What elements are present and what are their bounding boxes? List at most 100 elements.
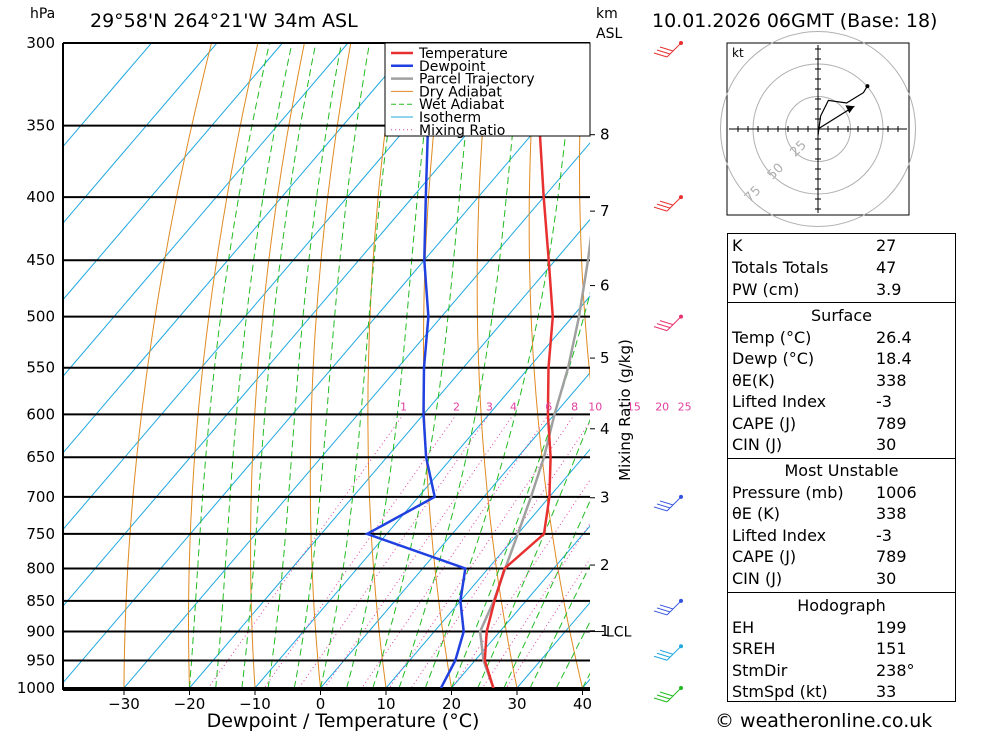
pressure-tick-label: 850 xyxy=(26,592,55,610)
wind-barb-feather xyxy=(659,691,674,697)
wind-barb-staff xyxy=(666,42,682,58)
legend-label: Isotherm xyxy=(419,110,481,126)
height-unit-asl: ASL xyxy=(596,26,623,42)
pressure-tick-label: 300 xyxy=(26,34,55,52)
wet-adiabat-line xyxy=(241,43,317,688)
mixing-ratio-value-label: 4 xyxy=(510,400,517,413)
pressure-tick-label: 650 xyxy=(26,448,55,466)
wind-barb-feather xyxy=(659,46,674,52)
height-tick-label: 3 xyxy=(600,489,610,507)
hodograph-param-row: StmSpd (kt) 33 xyxy=(732,682,897,701)
index-row-k: K 27 xyxy=(732,236,897,255)
mixing-ratio-labels: 1 2 3 4 6 8 10 15 20 25 xyxy=(400,400,692,413)
indices-table: K 27 Totals Totals 47 PW (cm) 3.9 Surfac… xyxy=(727,233,956,702)
hodograph-param-row: StmDir 238° xyxy=(732,661,915,680)
wind-barb-feather xyxy=(656,203,671,209)
surface-row: CAPE (J) 789 xyxy=(732,414,907,433)
height-tick-label: 5 xyxy=(600,349,610,367)
isotherm-line xyxy=(63,65,590,684)
divider xyxy=(728,302,955,303)
wet-adiabat-line xyxy=(398,43,523,688)
wind-barb-feather xyxy=(656,652,671,658)
wind-barb-staff xyxy=(666,687,682,703)
wind-barb-feather xyxy=(653,697,668,703)
mixing-ratio-line xyxy=(388,414,576,688)
mixing-ratio-value-label: 10 xyxy=(588,400,602,413)
isotherm-line xyxy=(451,525,590,688)
wind-barbs xyxy=(653,41,683,703)
pressure-tick-label: 750 xyxy=(26,525,55,543)
location-title: 29°58'N 264°21'W 34m ASL xyxy=(90,10,358,32)
wind-barb-feather xyxy=(659,320,674,326)
pressure-tick-label: 500 xyxy=(26,308,55,326)
wind-barb-feather xyxy=(653,326,668,332)
mixing-ratio-value-label: 1 xyxy=(400,400,407,413)
wind-barb-feather xyxy=(659,200,674,206)
pressure-tick-label: 450 xyxy=(26,251,55,269)
isotherm-line xyxy=(63,43,283,301)
x-tick-label: 10 xyxy=(376,695,395,713)
datetime-title: 10.01.2026 06GMT (Base: 18) xyxy=(652,10,938,32)
axis-labels: 3003504004505005506006507007508008509009… xyxy=(17,34,632,713)
wind-barb-staff xyxy=(666,496,682,512)
wind-barb-feather xyxy=(659,649,674,655)
mixing-ratio-line xyxy=(263,414,457,688)
most-unstable-row: CIN (J) 30 xyxy=(732,569,897,588)
height-tick-label: 6 xyxy=(600,277,610,295)
wind-barb-feather xyxy=(659,604,674,610)
height-tick-label: 4 xyxy=(600,420,610,438)
most-unstable-row: CAPE (J) 789 xyxy=(732,547,907,566)
pressure-tick-label: 550 xyxy=(26,359,55,377)
wind-barb xyxy=(653,195,683,212)
legend-label: Temperature xyxy=(418,46,508,62)
wind-barb-feather xyxy=(653,206,668,212)
isotherm-line xyxy=(63,43,349,378)
dry-adiabat-line xyxy=(954,43,1000,688)
storm-motion-arrowhead xyxy=(845,105,855,114)
wind-barb-feather xyxy=(653,52,668,58)
x-tick-label: −30 xyxy=(108,695,140,713)
dry-adiabat-line xyxy=(579,43,590,382)
surface-row: CIN (J) 30 xyxy=(732,435,897,454)
x-tick-label: −10 xyxy=(239,695,271,713)
parcel-trajectory-line xyxy=(478,234,590,688)
copyright-link[interactable]: © weatheronline.co.uk xyxy=(715,710,933,732)
wind-barb-staff xyxy=(666,316,682,332)
pressure-unit-label: hPa xyxy=(30,6,56,22)
mixing-ratio-value-label: 20 xyxy=(655,400,669,413)
mixing-ratio-line xyxy=(505,557,590,688)
mixing-ratio-value-label: 8 xyxy=(571,400,578,413)
wind-barb-feather xyxy=(656,694,671,700)
lcl-label: LCL xyxy=(606,625,632,641)
most-unstable-title: Most Unstable xyxy=(784,461,899,480)
mixing-ratio-line xyxy=(451,479,590,688)
dry-adiabat-line xyxy=(188,43,259,688)
temperature-line xyxy=(483,43,555,688)
mixing-ratio-axis-label: Mixing Ratio (g/kg) xyxy=(616,339,634,481)
isotherm-line xyxy=(385,448,590,688)
pressure-tick-label: 900 xyxy=(26,623,55,641)
isotherm-line xyxy=(254,295,590,688)
wind-barb-feather xyxy=(653,655,668,661)
hodograph-param-row: EH 199 xyxy=(732,618,907,637)
mixing-ratio-value-label: 15 xyxy=(627,400,641,413)
height-unit-km: km xyxy=(596,6,618,22)
surface-title: Surface xyxy=(811,306,872,325)
mixing-ratio-value-label: 25 xyxy=(678,400,692,413)
surface-row: Lifted Index -3 xyxy=(732,392,892,411)
wind-barb-staff xyxy=(666,196,682,212)
wet-adiabat-line xyxy=(215,43,293,688)
x-axis-label: Dewpoint / Temperature (°C) xyxy=(207,710,480,732)
dry-adiabat-line xyxy=(250,43,305,688)
mixing-ratio-line xyxy=(207,414,404,688)
wind-barb-feather xyxy=(656,49,671,55)
surface-row: θE(K) 338 xyxy=(732,371,907,390)
isotherm-line xyxy=(189,218,590,688)
pressure-tick-label: 400 xyxy=(26,188,55,206)
legend-label: Parcel Trajectory xyxy=(419,72,535,88)
wind-barb-feather xyxy=(653,506,668,512)
isotherm-line xyxy=(63,43,414,454)
wind-barb-feather xyxy=(656,607,671,613)
legend-label: Dry Adiabat xyxy=(419,84,502,100)
